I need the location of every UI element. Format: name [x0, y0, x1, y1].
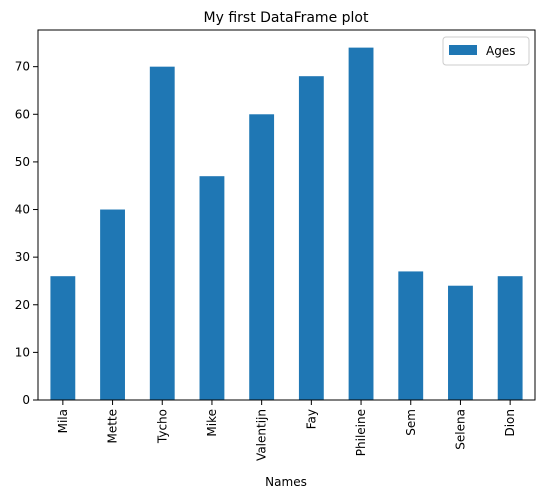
bars-group: [50, 47, 523, 401]
bar-mike: [199, 176, 225, 400]
bar-dion: [497, 276, 523, 400]
bar-mila: [50, 276, 76, 400]
bar-valentijn: [249, 114, 275, 401]
bar-phileine: [348, 47, 374, 400]
legend-swatch: [449, 45, 477, 55]
plot-frame: [37, 29, 536, 401]
x-axis-label: Names: [265, 475, 307, 489]
x-tick-label-mette: Mette: [106, 409, 120, 444]
y-tick-label-0: 0: [22, 393, 30, 407]
y-tick-label-70: 70: [15, 60, 30, 74]
legend: Ages: [442, 36, 530, 66]
y-tick-label-10: 10: [15, 345, 30, 359]
x-tick-label-selena: Selena: [453, 409, 467, 450]
x-tick-label-dion: Dion: [503, 409, 517, 437]
bar-fay: [298, 76, 324, 400]
x-tick-label-sem: Sem: [404, 409, 418, 436]
bar-tycho: [149, 66, 175, 401]
x-tick-label-mike: Mike: [205, 409, 219, 437]
y-tick-label-20: 20: [15, 298, 30, 312]
x-tick-label-mila: Mila: [56, 409, 70, 433]
legend-box: [442, 36, 530, 66]
chart-title: My first DataFrame plot: [204, 10, 369, 26]
x-tick-label-tycho: Tycho: [155, 409, 169, 444]
x-tick-label-fay: Fay: [304, 409, 318, 429]
bar-sem: [398, 271, 424, 400]
y-tick-label-60: 60: [15, 107, 30, 121]
bar-selena: [448, 285, 473, 400]
x-axis: Mila Mette Tycho Mike Valentijn Fay Phileine Se…: [56, 400, 517, 461]
y-tick-label-40: 40: [15, 203, 30, 217]
x-tick-label-valentijn: Valentijn: [255, 409, 269, 461]
bar-mette: [100, 209, 125, 400]
y-axis: 0 10 20 30 40 50 60 70: [15, 60, 38, 407]
legend-label: Ages: [486, 44, 515, 58]
x-tick-label-phileine: Phileine: [354, 409, 368, 456]
y-tick-label-30: 30: [15, 250, 30, 264]
y-tick-label-50: 50: [15, 155, 30, 169]
